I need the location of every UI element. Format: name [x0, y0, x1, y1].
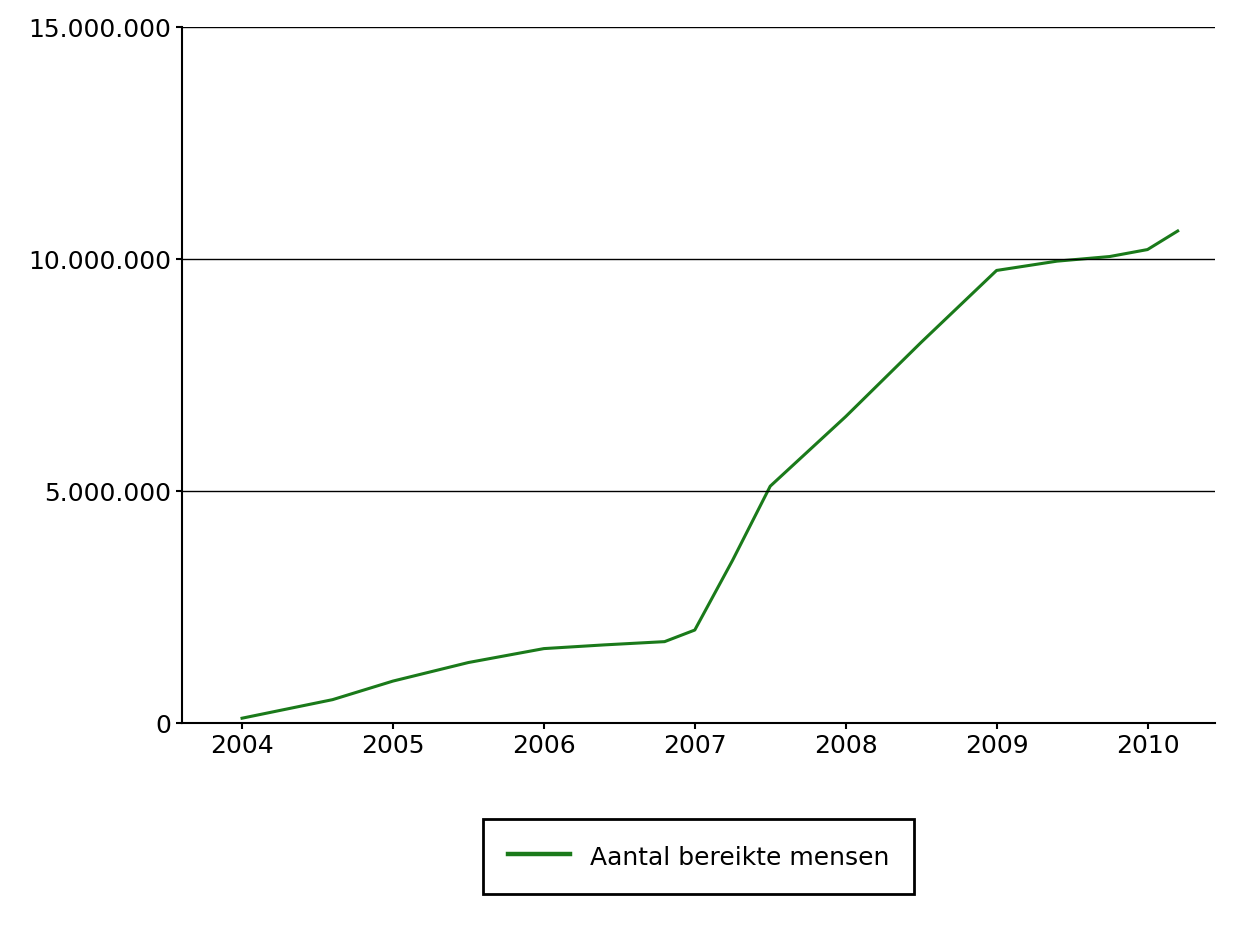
Legend: Aantal bereikte mensen: Aantal bereikte mensen [482, 819, 915, 894]
